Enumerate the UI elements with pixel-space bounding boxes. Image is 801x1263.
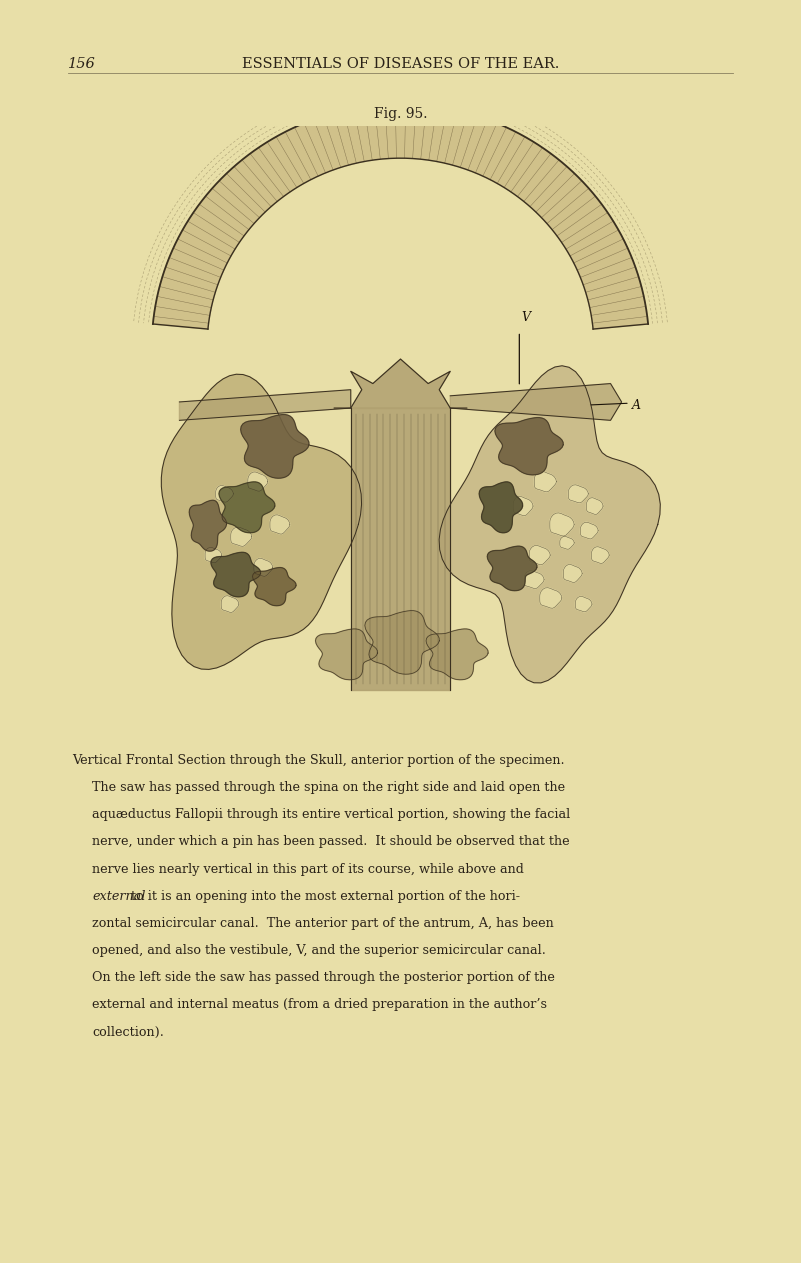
Text: aquæductus Fallopii through its entire vertical portion, showing the facial: aquæductus Fallopii through its entire v… (92, 808, 570, 821)
Text: A: A (631, 399, 641, 412)
Polygon shape (161, 374, 361, 669)
Polygon shape (487, 546, 537, 591)
Text: to it is an opening into the most external portion of the hori-: to it is an opening into the most extern… (127, 889, 521, 903)
Polygon shape (211, 552, 260, 597)
Polygon shape (215, 485, 233, 503)
Polygon shape (581, 523, 598, 539)
Polygon shape (240, 414, 309, 479)
Polygon shape (221, 596, 239, 613)
Polygon shape (540, 587, 562, 609)
Polygon shape (534, 471, 557, 491)
Text: opened, and also the vestibule, V, and the superior semicircular canal.: opened, and also the vestibule, V, and t… (92, 943, 546, 957)
Text: 156: 156 (68, 57, 96, 71)
Polygon shape (270, 515, 290, 534)
Text: nerve lies nearly vertical in this part of its course, while above and: nerve lies nearly vertical in this part … (92, 863, 524, 875)
Polygon shape (569, 485, 588, 503)
Polygon shape (479, 482, 522, 533)
Polygon shape (351, 408, 450, 690)
Polygon shape (153, 105, 648, 330)
Text: collection).: collection). (92, 1026, 164, 1038)
Polygon shape (586, 498, 603, 514)
Polygon shape (231, 527, 252, 547)
Polygon shape (205, 547, 222, 563)
Text: ESSENTIALS OF DISEASES OF THE EAR.: ESSENTIALS OF DISEASES OF THE EAR. (242, 57, 559, 71)
Text: external: external (92, 889, 146, 903)
Text: external and internal meatus (from a dried preparation in the author’s: external and internal meatus (from a dri… (92, 998, 547, 1012)
Text: V: V (521, 311, 530, 323)
Polygon shape (179, 390, 351, 421)
Polygon shape (252, 567, 296, 606)
Polygon shape (513, 496, 533, 515)
Polygon shape (575, 596, 592, 611)
Polygon shape (529, 546, 550, 565)
Text: On the left side the saw has passed through the posterior portion of the: On the left side the saw has passed thro… (92, 971, 555, 984)
Polygon shape (248, 472, 268, 491)
Polygon shape (495, 418, 563, 475)
Polygon shape (563, 565, 582, 582)
Polygon shape (524, 571, 544, 589)
Text: The saw has passed through the spina on the right side and laid open the: The saw has passed through the spina on … (92, 781, 566, 794)
Polygon shape (316, 629, 377, 679)
Text: Fig. 95.: Fig. 95. (374, 107, 427, 121)
Polygon shape (549, 513, 574, 536)
Polygon shape (450, 384, 622, 421)
Polygon shape (189, 500, 227, 551)
Text: nerve, under which a pin has been passed.  It should be observed that the: nerve, under which a pin has been passed… (92, 836, 570, 849)
Text: zontal semicircular canal.  The anterior part of the antrum, A, has been: zontal semicircular canal. The anterior … (92, 917, 553, 930)
Polygon shape (426, 629, 488, 679)
Polygon shape (334, 359, 467, 408)
Polygon shape (439, 366, 660, 683)
Text: Vertical Frontal Section through the Skull, anterior portion of the specimen.: Vertical Frontal Section through the Sku… (72, 754, 565, 767)
Polygon shape (591, 547, 610, 563)
Polygon shape (560, 537, 574, 549)
Polygon shape (219, 482, 275, 533)
Polygon shape (254, 558, 272, 576)
Polygon shape (364, 610, 439, 674)
